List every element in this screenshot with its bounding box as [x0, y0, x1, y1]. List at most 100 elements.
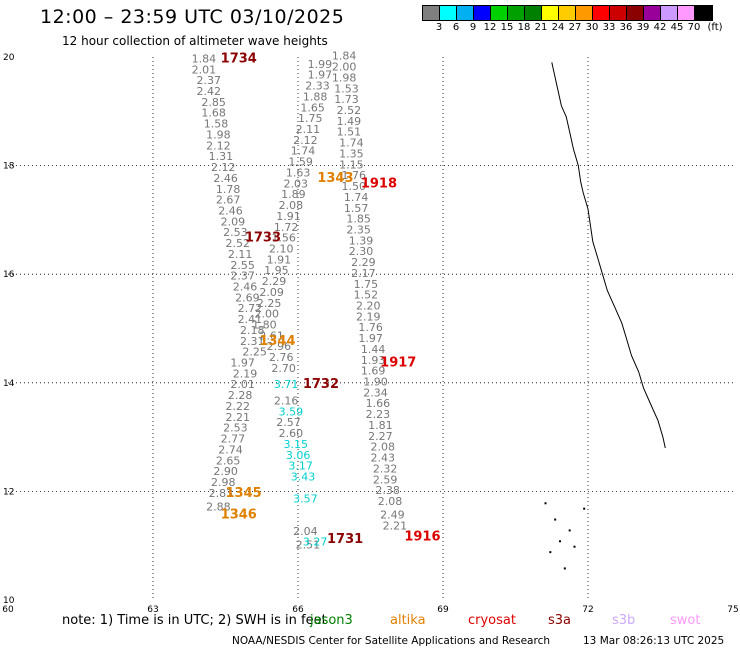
- wave-height-value: 2.42: [197, 85, 222, 98]
- wave-height-value: 1.59: [288, 156, 313, 169]
- wave-height-value: 2.53: [223, 422, 248, 435]
- wave-height-value: 2.46: [218, 204, 243, 217]
- wave-height-value: 3.27: [303, 536, 328, 549]
- wave-height-value: 2.88: [206, 500, 231, 513]
- satellite-legend-cryosat: cryosat: [468, 613, 516, 628]
- lon-tick-label: 60: [2, 605, 14, 615]
- wave-height-value: 1.63: [286, 166, 311, 179]
- wave-height-value: 2.72: [238, 302, 262, 315]
- legend-label: 70: [687, 22, 701, 33]
- wave-height-value: 2.01: [192, 63, 217, 76]
- pass-time-label: 1916: [404, 529, 440, 544]
- legend-swatch: [576, 6, 593, 20]
- wave-height-value: 1.49: [337, 115, 362, 128]
- legend-swatch: [457, 6, 474, 20]
- wave-height-value: 2.90: [213, 465, 238, 478]
- wave-height-value: 2.12: [293, 134, 318, 147]
- lat-tick-label: 20: [3, 53, 15, 63]
- wave-height-value: 2.23: [366, 408, 391, 421]
- legend-swatch: [695, 6, 712, 20]
- wave-height-value: 2.30: [349, 245, 374, 258]
- legend-swatch: [661, 6, 678, 20]
- wave-height-value: 2.12: [211, 161, 236, 174]
- legend-label: 39: [636, 22, 650, 33]
- wave-height-value: 2.65: [216, 454, 241, 467]
- wave-height-value: 2.08: [378, 495, 403, 508]
- wave-height-value: 1.76: [358, 321, 383, 334]
- legend-label: 36: [619, 22, 633, 33]
- wave-height-value: 2.76: [269, 351, 294, 364]
- wave-height-value: 2.21: [226, 411, 251, 424]
- wave-height-value: 2.96: [267, 340, 292, 353]
- lat-tick-label: 16: [3, 270, 15, 280]
- wave-height-value: 2.34: [363, 386, 388, 399]
- wave-height-value: 2.43: [371, 452, 396, 465]
- legend-label: 15: [500, 22, 514, 33]
- wave-height-value: 1.90: [363, 376, 388, 389]
- color-legend-labels: 3 6 9 12 15 18 21 24 27 30 33 36 39 42 45 70 (ft): [422, 22, 740, 34]
- wave-height-value: 1.74: [291, 145, 316, 158]
- satellite-legend-s3b: s3b: [612, 613, 636, 628]
- lat-tick-label: 14: [3, 379, 15, 389]
- wave-height-value: 1.51: [337, 126, 362, 139]
- wave-height-value: 1.65: [300, 101, 325, 114]
- island: [563, 567, 566, 570]
- footer-agency: NOAA/NESDIS Center for Satellite Applica…: [232, 635, 550, 647]
- legend-swatch: [610, 6, 627, 20]
- wave-height-value: 2.10: [269, 242, 294, 255]
- pass-time-label: 1345: [226, 486, 262, 501]
- island: [549, 551, 552, 554]
- lon-tick-label: 72: [582, 605, 593, 615]
- legend-label: 21: [534, 22, 548, 33]
- wave-height-value: 2.29: [351, 256, 376, 269]
- wave-height-value: 2.09: [259, 286, 284, 299]
- pass-time-label: 1343: [317, 171, 353, 186]
- color-legend: [422, 5, 713, 21]
- wave-height-value: 2.98: [211, 476, 236, 489]
- wave-height-value: 1.66: [366, 397, 391, 410]
- pass-time-label: 1917: [380, 356, 416, 371]
- wave-height-value: 2.57: [276, 416, 301, 429]
- island: [568, 529, 571, 532]
- wave-height-value: 1.58: [204, 118, 229, 131]
- wave-height-value: 3.06: [286, 449, 311, 462]
- wave-height-value: 2.18: [240, 324, 265, 337]
- wave-height-value: 1.93: [361, 354, 386, 367]
- wave-height-value: 2.20: [356, 299, 381, 312]
- legend-label: 30: [585, 22, 599, 33]
- wave-height-value: 2.17: [351, 267, 376, 280]
- wave-height-value: 1.98: [206, 128, 231, 141]
- wave-height-value: 1.73: [334, 93, 359, 106]
- wave-height-value: 2.38: [375, 484, 400, 497]
- wave-height-value: 2.25: [257, 297, 282, 310]
- wave-height-value: 3.71: [274, 378, 299, 391]
- lon-tick-label: 69: [437, 605, 449, 615]
- satellite-legend-jason3: jason3: [310, 613, 353, 628]
- wave-height-value: 2.04: [293, 525, 318, 538]
- lat-tick-label: 12: [3, 487, 14, 497]
- wave-height-value: 1.53: [334, 82, 359, 95]
- lat-tick-label: 18: [3, 162, 15, 172]
- note-text: note: 1) Time is in UTC; 2) SWH is in fe…: [62, 613, 327, 628]
- wave-height-value: 2.29: [262, 275, 287, 288]
- pass-time-label: 1731: [327, 532, 363, 547]
- wave-height-value: 1.91: [267, 253, 292, 266]
- title: 12:00 – 23:59 UTC 03/10/2025: [40, 6, 345, 28]
- wave-height-value: 1.31: [209, 150, 234, 163]
- wave-height-value: 2.52: [337, 104, 362, 117]
- wave-height-value: 2.51: [296, 538, 321, 551]
- wave-height-value: 3.43: [291, 471, 316, 484]
- wave-height-value: 1.57: [344, 202, 369, 215]
- wave-height-value: 2.55: [230, 259, 255, 272]
- wave-height-value: 1.72: [274, 221, 299, 234]
- wave-height-value: 2.22: [226, 400, 251, 413]
- legend-label: 33: [602, 22, 616, 33]
- wave-height-value: 1.99: [308, 58, 333, 71]
- wave-height-value: 2.59: [373, 473, 398, 486]
- wave-height-value: 2.33: [305, 80, 330, 93]
- legend-swatch: [474, 6, 491, 20]
- legend-swatch: [593, 6, 610, 20]
- wave-height-value: 1.85: [346, 213, 371, 226]
- wave-height-value: 1.68: [201, 107, 226, 120]
- pass-time-label: 1918: [361, 176, 397, 191]
